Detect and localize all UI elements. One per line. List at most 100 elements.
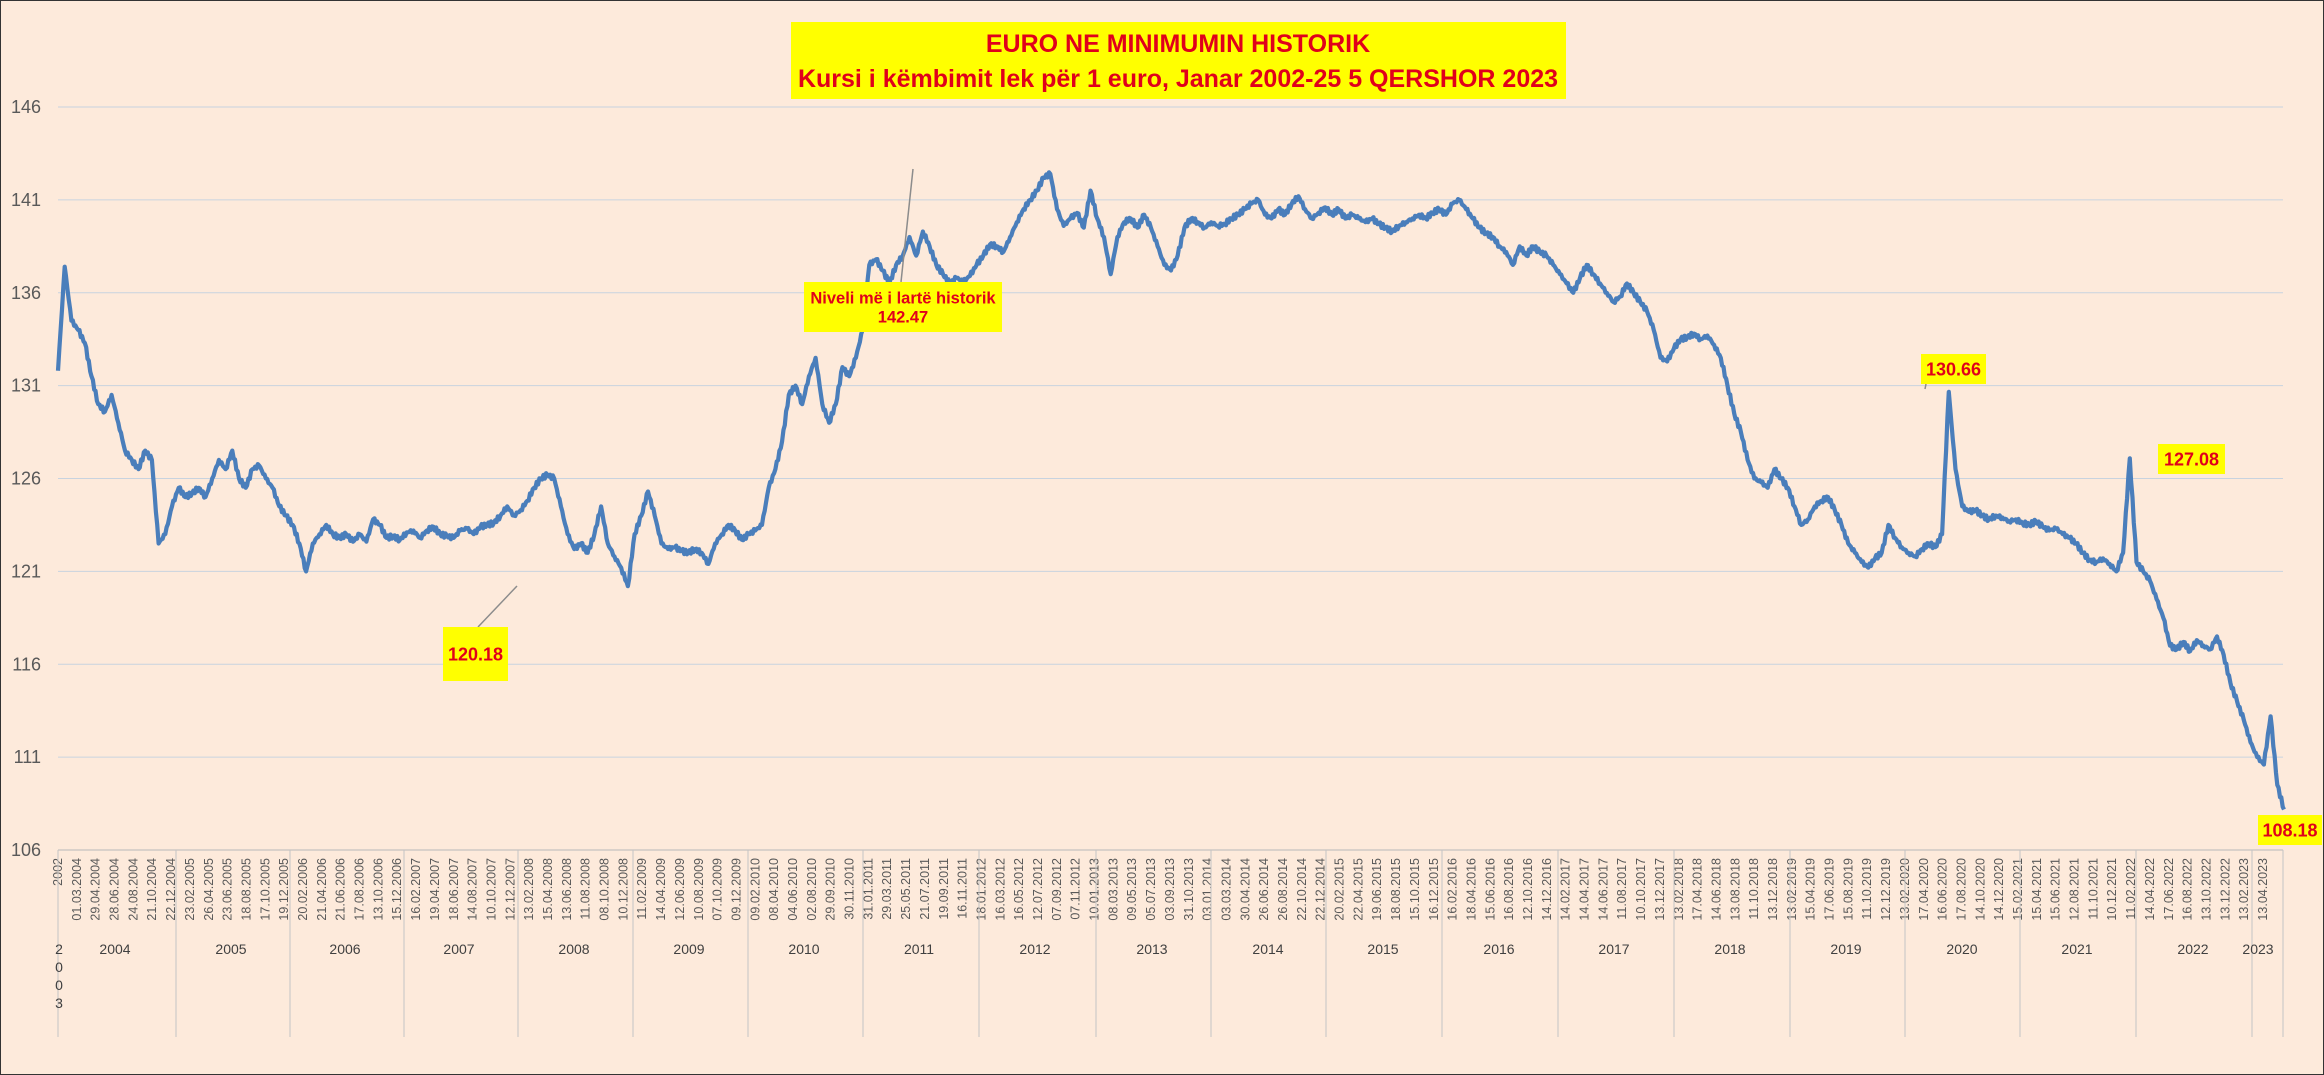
- annotation-leader: [900, 168, 914, 283]
- annotation-text: 127.08: [2164, 449, 2219, 469]
- x-tick-label: 09.05.2013: [1125, 858, 1139, 921]
- year-label: 2005: [215, 941, 246, 957]
- year-label: 2010: [788, 941, 819, 957]
- x-tick-label: 13.10.2022: [2199, 858, 2213, 921]
- x-tick-label: 15.08.2019: [1841, 858, 1855, 921]
- x-tick-label: 16.06.2020: [1936, 858, 1950, 921]
- x-tick-label: 16.05.2012: [1012, 858, 1026, 921]
- x-axis-year-labels: 2004 2005 2006 2007 2008 2009 2010 2011 2012 2013…: [55, 850, 2284, 1037]
- year-label: 2021: [2061, 941, 2092, 957]
- x-tick-label: 18.01.2012: [974, 858, 988, 921]
- x-tick-label: 16.08.2022: [2181, 858, 2195, 921]
- y-tick-label: 126: [11, 469, 41, 489]
- x-tick-label: 09.12.2009: [729, 858, 743, 921]
- x-tick-label: 14.06.2018: [1709, 858, 1723, 921]
- x-tick-label: 13.02.2023: [2237, 858, 2251, 921]
- x-tick-label: 23.06.2005: [221, 858, 235, 921]
- x-tick-label: 11.08.2008: [579, 858, 593, 920]
- x-tick-label: 09.02.2010: [748, 858, 762, 921]
- x-tick-label: 13.02.2018: [1672, 858, 1686, 921]
- annotation-box: [1921, 354, 1986, 384]
- annotation-box: [804, 282, 1002, 332]
- x-tick-label: 14.06.2017: [1596, 858, 1610, 921]
- x-tick-label: 14.04.2009: [654, 858, 668, 921]
- x-tick-label: 07.11.2012: [1069, 858, 1083, 920]
- x-tick-label: 11.08.2017: [1615, 858, 1629, 920]
- annotation-text: 120.18: [448, 644, 503, 664]
- x-tick-label: 26.08.2014: [1276, 858, 1290, 921]
- x-tick-label: 29.03.2011: [880, 858, 894, 920]
- x-tick-label: 13.12.2018: [1766, 858, 1780, 921]
- annotation-text: 108.18: [2262, 820, 2317, 840]
- annotation-text: 130.66: [1926, 359, 1981, 379]
- annotation-box: [2258, 815, 2322, 845]
- x-tick-label: 13.06.2008: [560, 858, 574, 921]
- x-tick-label: 16.12.2015: [1427, 858, 1441, 921]
- chart-subtitle: Kursi i këmbimit lek për 1 euro, Janar 2…: [798, 65, 1558, 93]
- annotation-label: 130.66: [1921, 354, 1986, 390]
- year-label: 2009: [673, 941, 704, 957]
- x-tick-label: 12.07.2012: [1031, 858, 1045, 921]
- year-label-2003-char: 3: [55, 995, 63, 1011]
- year-label: 2023: [2242, 941, 2273, 957]
- x-tick-label: 02.08.2010: [805, 858, 819, 921]
- year-label: 2014: [1252, 941, 1283, 957]
- chart-title: EURO NE MINIMUMIN HISTORIK: [986, 30, 1370, 58]
- grid-lines: [58, 106, 2283, 851]
- annotation-box: [2158, 444, 2225, 474]
- x-tick-label: 16.08.2016: [1502, 858, 1516, 921]
- x-tick-label: 22.12.2014: [1314, 858, 1328, 921]
- x-tick-label: 10.01.2013: [1088, 858, 1102, 921]
- year-label: 2008: [558, 941, 589, 957]
- x-tick-label: 28.06.2004: [108, 858, 122, 921]
- x-tick-label: 13.12.2022: [2218, 858, 2232, 921]
- x-tick-label: 17.04.2020: [1917, 858, 1931, 921]
- year-label-2003-char: 0: [55, 977, 63, 993]
- x-tick-label: 16.02.2007: [409, 858, 423, 921]
- year-label-2003-char: 0: [55, 959, 63, 975]
- annotation-leader: [1924, 383, 1927, 390]
- x-tick-label: 15.04.2008: [541, 858, 555, 921]
- x-tick-label: 03.03.2014: [1219, 858, 1233, 921]
- x-tick-label: 15.12.2006: [390, 858, 404, 921]
- x-tick-label: 11.02.2009: [635, 858, 649, 920]
- x-tick-label: 14.04.2017: [1578, 858, 1592, 921]
- chart-title-box: EURO NE MINIMUMIN HISTORIK Kursi i këmbi…: [791, 22, 1566, 99]
- x-tick-label: 11.10.2019: [1860, 858, 1874, 920]
- x-tick-label: 14.08.2007: [466, 858, 480, 921]
- x-tick-label: 30.11.2010: [843, 858, 857, 920]
- x-tick-label: 31.10.2013: [1182, 858, 1196, 921]
- x-tick-label: 31.01.2011: [861, 858, 875, 920]
- x-tick-label: 04.06.2010: [786, 858, 800, 921]
- x-tick-label: 19.06.2015: [1370, 858, 1384, 921]
- x-tick-label: 13.10.2006: [371, 858, 385, 921]
- series-line: [55, 170, 2286, 811]
- x-tick-label: 23.02.2005: [183, 858, 197, 921]
- x-tick-label: 10.12.2008: [616, 858, 630, 921]
- x-tick-label: 22.12.2004: [164, 858, 178, 921]
- x-tick-label: 19.12.2005: [277, 858, 291, 921]
- x-tick-label: 30.04.2014: [1238, 858, 1252, 921]
- annotation-label: 108.18: [2258, 815, 2322, 845]
- x-tick-label: 01.03.2004: [70, 858, 84, 921]
- y-tick-label: 146: [11, 97, 41, 117]
- x-tick-label: 08.03.2013: [1106, 858, 1120, 921]
- y-tick-label: 131: [11, 376, 41, 396]
- x-tick-label: 15.04.2019: [1804, 858, 1818, 921]
- year-label: 2017: [1598, 941, 1629, 957]
- annotation-label: 120.18: [443, 585, 518, 681]
- x-axis-date-ticks: 2002 01.03.2004 29.04.2004 28.06.2004 24.08.…: [51, 858, 2270, 921]
- x-tick-label: 19.09.2011: [937, 858, 951, 920]
- year-label: 2012: [1019, 941, 1050, 957]
- x-tick-label: 10.12.2021: [2105, 858, 2119, 921]
- year-label: 2011: [904, 941, 934, 957]
- x-tick-label: 13.02.2008: [522, 858, 536, 921]
- x-tick-label: 18.08.2015: [1389, 858, 1403, 921]
- x-tick-label: 21.07.2011: [918, 858, 932, 920]
- x-tick-label: 10.10.2017: [1634, 858, 1648, 921]
- x-tick-label: 21.04.2006: [315, 858, 329, 921]
- year-label: 2004: [99, 941, 130, 957]
- x-tick-label: 17.08.2020: [1954, 858, 1968, 921]
- x-tick-label: 24.08.2004: [126, 858, 140, 921]
- year-label: 2020: [1946, 941, 1977, 957]
